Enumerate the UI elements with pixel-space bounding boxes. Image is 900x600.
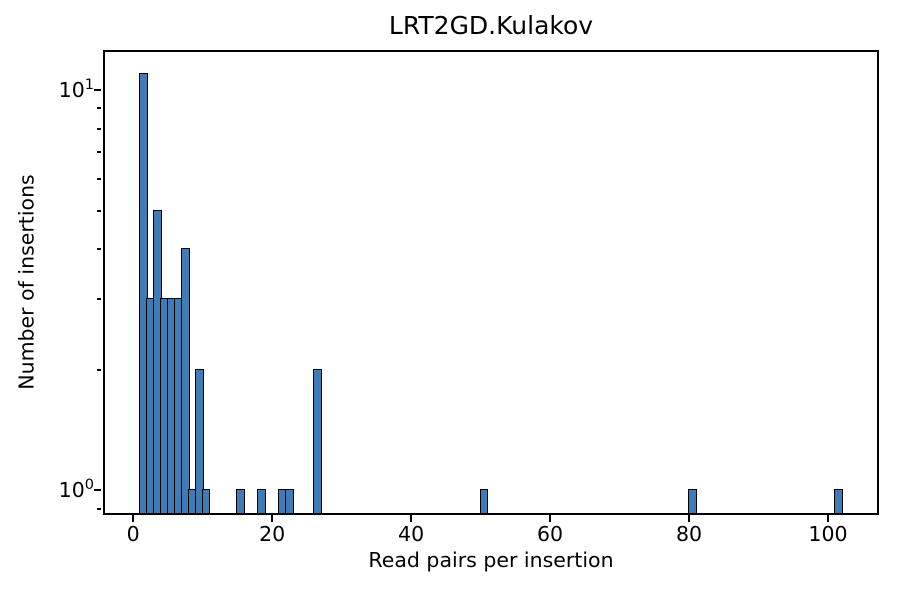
y-axis-minor-tick — [97, 368, 101, 371]
y-axis-tick-label: 101 — [58, 77, 94, 103]
y-axis-minor-tick — [97, 107, 101, 110]
histogram-bar — [312, 368, 322, 513]
x-axis-tick — [549, 515, 552, 522]
x-axis-tick — [410, 515, 413, 522]
x-axis-tick — [132, 515, 135, 522]
histogram-bar — [139, 72, 148, 513]
x-axis-tick — [688, 515, 691, 522]
y-axis-minor-tick — [97, 507, 101, 510]
y-axis-label: Number of insertions — [14, 174, 39, 390]
y-axis-minor-tick — [97, 177, 101, 180]
histogram-bar — [688, 489, 697, 513]
y-axis-minor-tick — [97, 209, 101, 212]
x-axis-tick-label: 0 — [126, 522, 140, 546]
histogram-bar — [257, 489, 267, 513]
x-axis-tick-label: 100 — [808, 522, 848, 546]
x-axis-tick-label: 60 — [537, 522, 564, 546]
x-axis-tick-label: 20 — [259, 522, 286, 546]
chart-title: LRT2GD.Kulakov — [388, 11, 594, 40]
y-axis-tick-label: 100 — [58, 477, 94, 503]
y-axis-minor-tick — [97, 248, 101, 251]
x-axis-label: Read pairs per insertion — [368, 548, 614, 572]
histogram-bar — [180, 248, 190, 513]
histogram-bar — [236, 489, 246, 513]
y-axis-tick — [94, 489, 101, 492]
x-axis-tick-label: 80 — [675, 522, 703, 546]
y-axis-minor-tick — [97, 151, 101, 154]
x-axis-tick — [827, 515, 829, 522]
plot-area — [103, 50, 879, 515]
y-axis-minor-tick — [97, 298, 101, 301]
y-axis-minor-tick — [97, 127, 101, 130]
x-axis-tick — [271, 515, 274, 522]
histogram-bar — [285, 489, 294, 513]
histogram-bar — [479, 489, 489, 513]
y-axis-tick — [94, 89, 101, 92]
histogram-bar — [194, 368, 204, 513]
histogram-bar — [201, 489, 211, 513]
histogram-bar — [834, 489, 843, 513]
x-axis-tick-label: 40 — [398, 522, 425, 546]
